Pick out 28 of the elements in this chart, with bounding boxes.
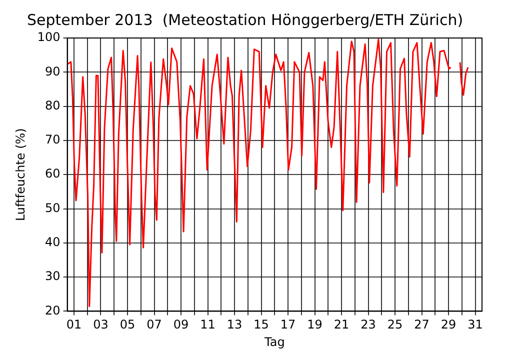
y-tick-label: 40 xyxy=(45,235,60,250)
y-tick-label: 20 xyxy=(45,303,60,318)
x-tick-label: 01 xyxy=(66,318,82,332)
x-tick-label: 05 xyxy=(120,318,136,332)
chart-title: September 2013 (Meteostation Hönggerberg/ETH Zürich) xyxy=(26,10,464,29)
x-tick-label: 21 xyxy=(334,318,350,332)
x-tick-label: 11 xyxy=(200,318,216,332)
x-tick-label: 27 xyxy=(414,318,430,332)
x-tick-label: 13 xyxy=(226,318,242,332)
x-tick-label: 19 xyxy=(307,318,322,332)
y-tick-label: 30 xyxy=(45,269,60,284)
x-axis-title: Tag xyxy=(263,334,285,349)
x-tick-label: 23 xyxy=(360,318,376,332)
y-tick-label: 90 xyxy=(45,64,60,78)
x-tick-label: 17 xyxy=(280,318,296,332)
x-tick-label: 29 xyxy=(440,318,456,332)
x-tick-label: 31 xyxy=(468,318,483,332)
y-tick-label: 70 xyxy=(45,132,60,147)
y-tick-label: 60 xyxy=(45,166,60,181)
y-tick-label: 50 xyxy=(45,200,60,215)
y-tick-label: 100 xyxy=(37,30,60,44)
x-tick-label: 09 xyxy=(173,318,189,332)
x-tick-label: 25 xyxy=(387,318,403,332)
y-tick-label: 80 xyxy=(45,98,60,112)
y-axis-title: Luftfeuchte (%) xyxy=(13,128,28,222)
x-tick-label: 15 xyxy=(254,318,269,332)
x-tick-label: 07 xyxy=(146,318,162,332)
x-tick-label: 03 xyxy=(93,318,108,332)
